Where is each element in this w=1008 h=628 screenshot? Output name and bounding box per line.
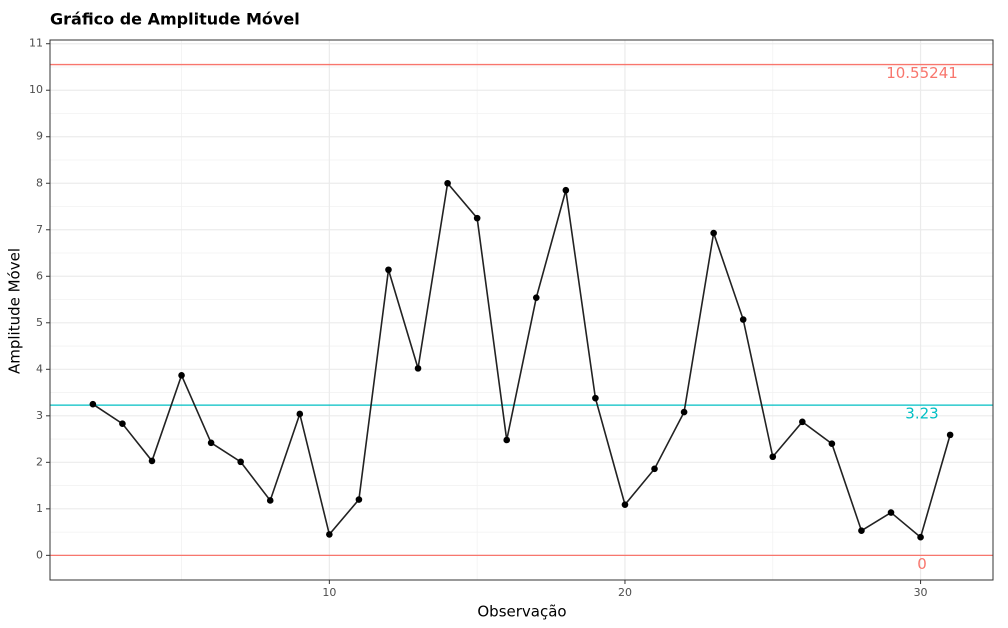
data-point [739, 316, 747, 323]
y-tick-label: 10 [29, 83, 43, 96]
data-point [326, 531, 333, 538]
reference-label: 3.23 [905, 405, 938, 423]
data-point [680, 408, 688, 416]
data-point [473, 214, 481, 222]
y-tick-label: 4 [36, 362, 43, 375]
y-tick-label: 9 [36, 130, 43, 143]
x-tick-label: 10 [322, 586, 336, 599]
data-point [769, 453, 777, 461]
data-point [178, 372, 185, 379]
panel-border [49, 39, 994, 581]
data-point [799, 418, 806, 426]
data-point [355, 496, 363, 503]
data-point [237, 458, 244, 466]
data-point [532, 294, 540, 301]
x-axis-label: Observação [477, 603, 566, 621]
reference-label: 10.55241 [886, 64, 958, 82]
data-point [207, 439, 215, 447]
y-tick-label: 0 [36, 548, 43, 561]
data-point [828, 440, 836, 448]
data-point [946, 431, 954, 439]
y-tick-label: 3 [36, 409, 43, 422]
y-tick-label: 8 [36, 176, 43, 189]
x-tick-label: 20 [618, 586, 632, 599]
data-point [651, 465, 658, 473]
y-tick-label: 2 [36, 455, 43, 468]
reference-label: 0 [917, 555, 927, 573]
data-point [917, 533, 924, 541]
y-tick-label: 6 [36, 269, 43, 282]
y-tick-label: 1 [36, 502, 43, 515]
data-point [858, 527, 865, 534]
data-point [444, 179, 451, 187]
x-tick-label: 30 [914, 586, 928, 599]
data-point [296, 410, 304, 418]
data-point [385, 266, 392, 274]
data-point [414, 365, 422, 372]
data-point [621, 501, 629, 508]
chart-title: Gráfico de Amplitude Móvel [50, 10, 300, 29]
data-point [148, 457, 156, 465]
data-point [887, 509, 895, 516]
data-point [503, 436, 511, 444]
y-tick-label: 11 [29, 37, 43, 50]
data-point [562, 186, 570, 194]
y-axis-label: Amplitude Móvel [6, 248, 24, 374]
y-tick-label: 7 [36, 223, 43, 236]
data-point [592, 394, 599, 402]
data-point [89, 400, 97, 408]
data-point [266, 497, 274, 504]
y-tick-label: 5 [36, 316, 43, 329]
data-point [710, 229, 717, 237]
data-point [119, 420, 126, 428]
data-line [92, 181, 951, 539]
